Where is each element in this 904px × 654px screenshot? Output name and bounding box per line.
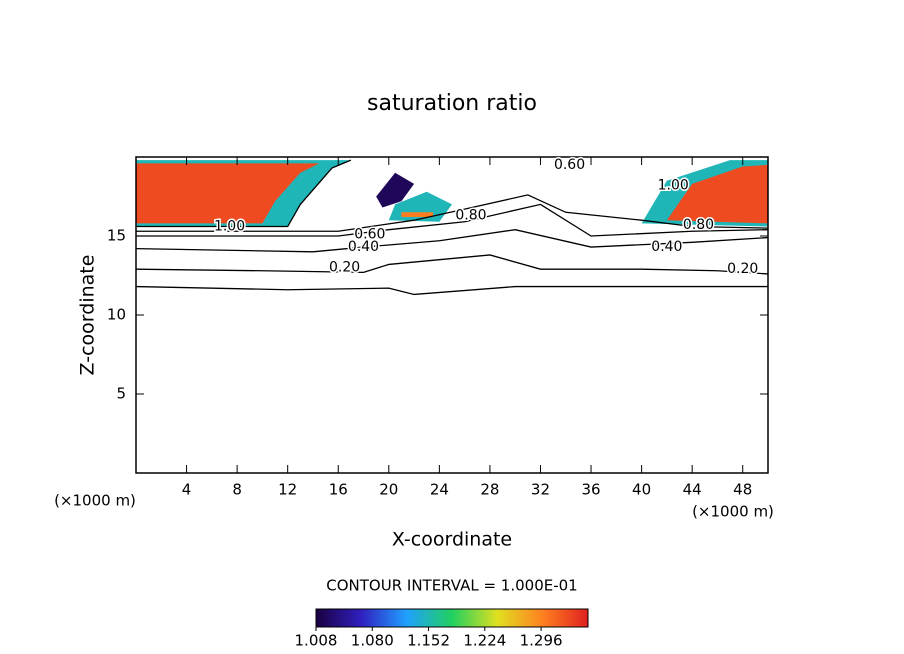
x-tick-label: 20	[379, 481, 398, 499]
shaded-region	[136, 163, 320, 224]
contour-line	[136, 229, 768, 253]
contour-interval: CONTOUR INTERVAL = 1.000E-01	[326, 577, 577, 595]
contour-line	[136, 203, 768, 237]
contour-label: 0.80	[683, 217, 714, 233]
contour-line	[136, 285, 768, 296]
y-tick-label: 10	[107, 306, 126, 324]
contour-line	[136, 254, 768, 275]
colorbar	[315, 608, 589, 628]
contour-label: 1.00	[658, 177, 689, 193]
x-tick-label: 28	[480, 481, 499, 499]
plot-area	[136, 159, 768, 296]
x-tick-label: 16	[329, 481, 348, 499]
colorbar-tick-label: 1.152	[407, 632, 450, 650]
y-tick-label: 15	[107, 227, 126, 245]
contour-label: 0.20	[329, 260, 360, 276]
shaded-region	[401, 212, 434, 218]
contour-label: 0.20	[727, 261, 758, 277]
contour-label: 0.80	[455, 207, 486, 223]
shaded-region	[376, 172, 415, 208]
x-axis-title: X-coordinate	[392, 529, 512, 551]
x-tick-label: 32	[531, 481, 550, 499]
contour-line	[136, 159, 352, 228]
x-tick-label: 4	[182, 481, 192, 499]
x-tick-label: 8	[232, 481, 242, 499]
colorbar-tick-label: 1.080	[351, 632, 394, 650]
y-axis-title: Z-coordinate	[77, 255, 99, 376]
contour-label: 1.00	[214, 219, 245, 235]
x-tick-label: 24	[430, 481, 449, 499]
x-tick-label: 12	[278, 481, 297, 499]
x-tick-label: 36	[581, 481, 600, 499]
colorbar-tick-label: 1.008	[295, 632, 338, 650]
contour-label: 0.60	[554, 157, 585, 173]
contour-label: 0.40	[651, 239, 682, 255]
shaded-region	[666, 164, 768, 224]
contour-line	[136, 194, 768, 232]
contour-label: 0.40	[348, 239, 379, 255]
contour-label: 0.60	[354, 226, 385, 242]
x-tick-label: 48	[733, 481, 752, 499]
y-unit: (×1000 m)	[54, 492, 136, 510]
y-tick-label: 5	[116, 385, 126, 403]
x-unit: (×1000 m)	[692, 503, 774, 521]
chart-title: saturation ratio	[367, 91, 537, 116]
colorbar-tick-label: 1.224	[463, 632, 506, 650]
x-tick-label: 40	[632, 481, 651, 499]
x-tick-label: 44	[683, 481, 702, 499]
colorbar-tick-label: 1.296	[520, 632, 563, 650]
